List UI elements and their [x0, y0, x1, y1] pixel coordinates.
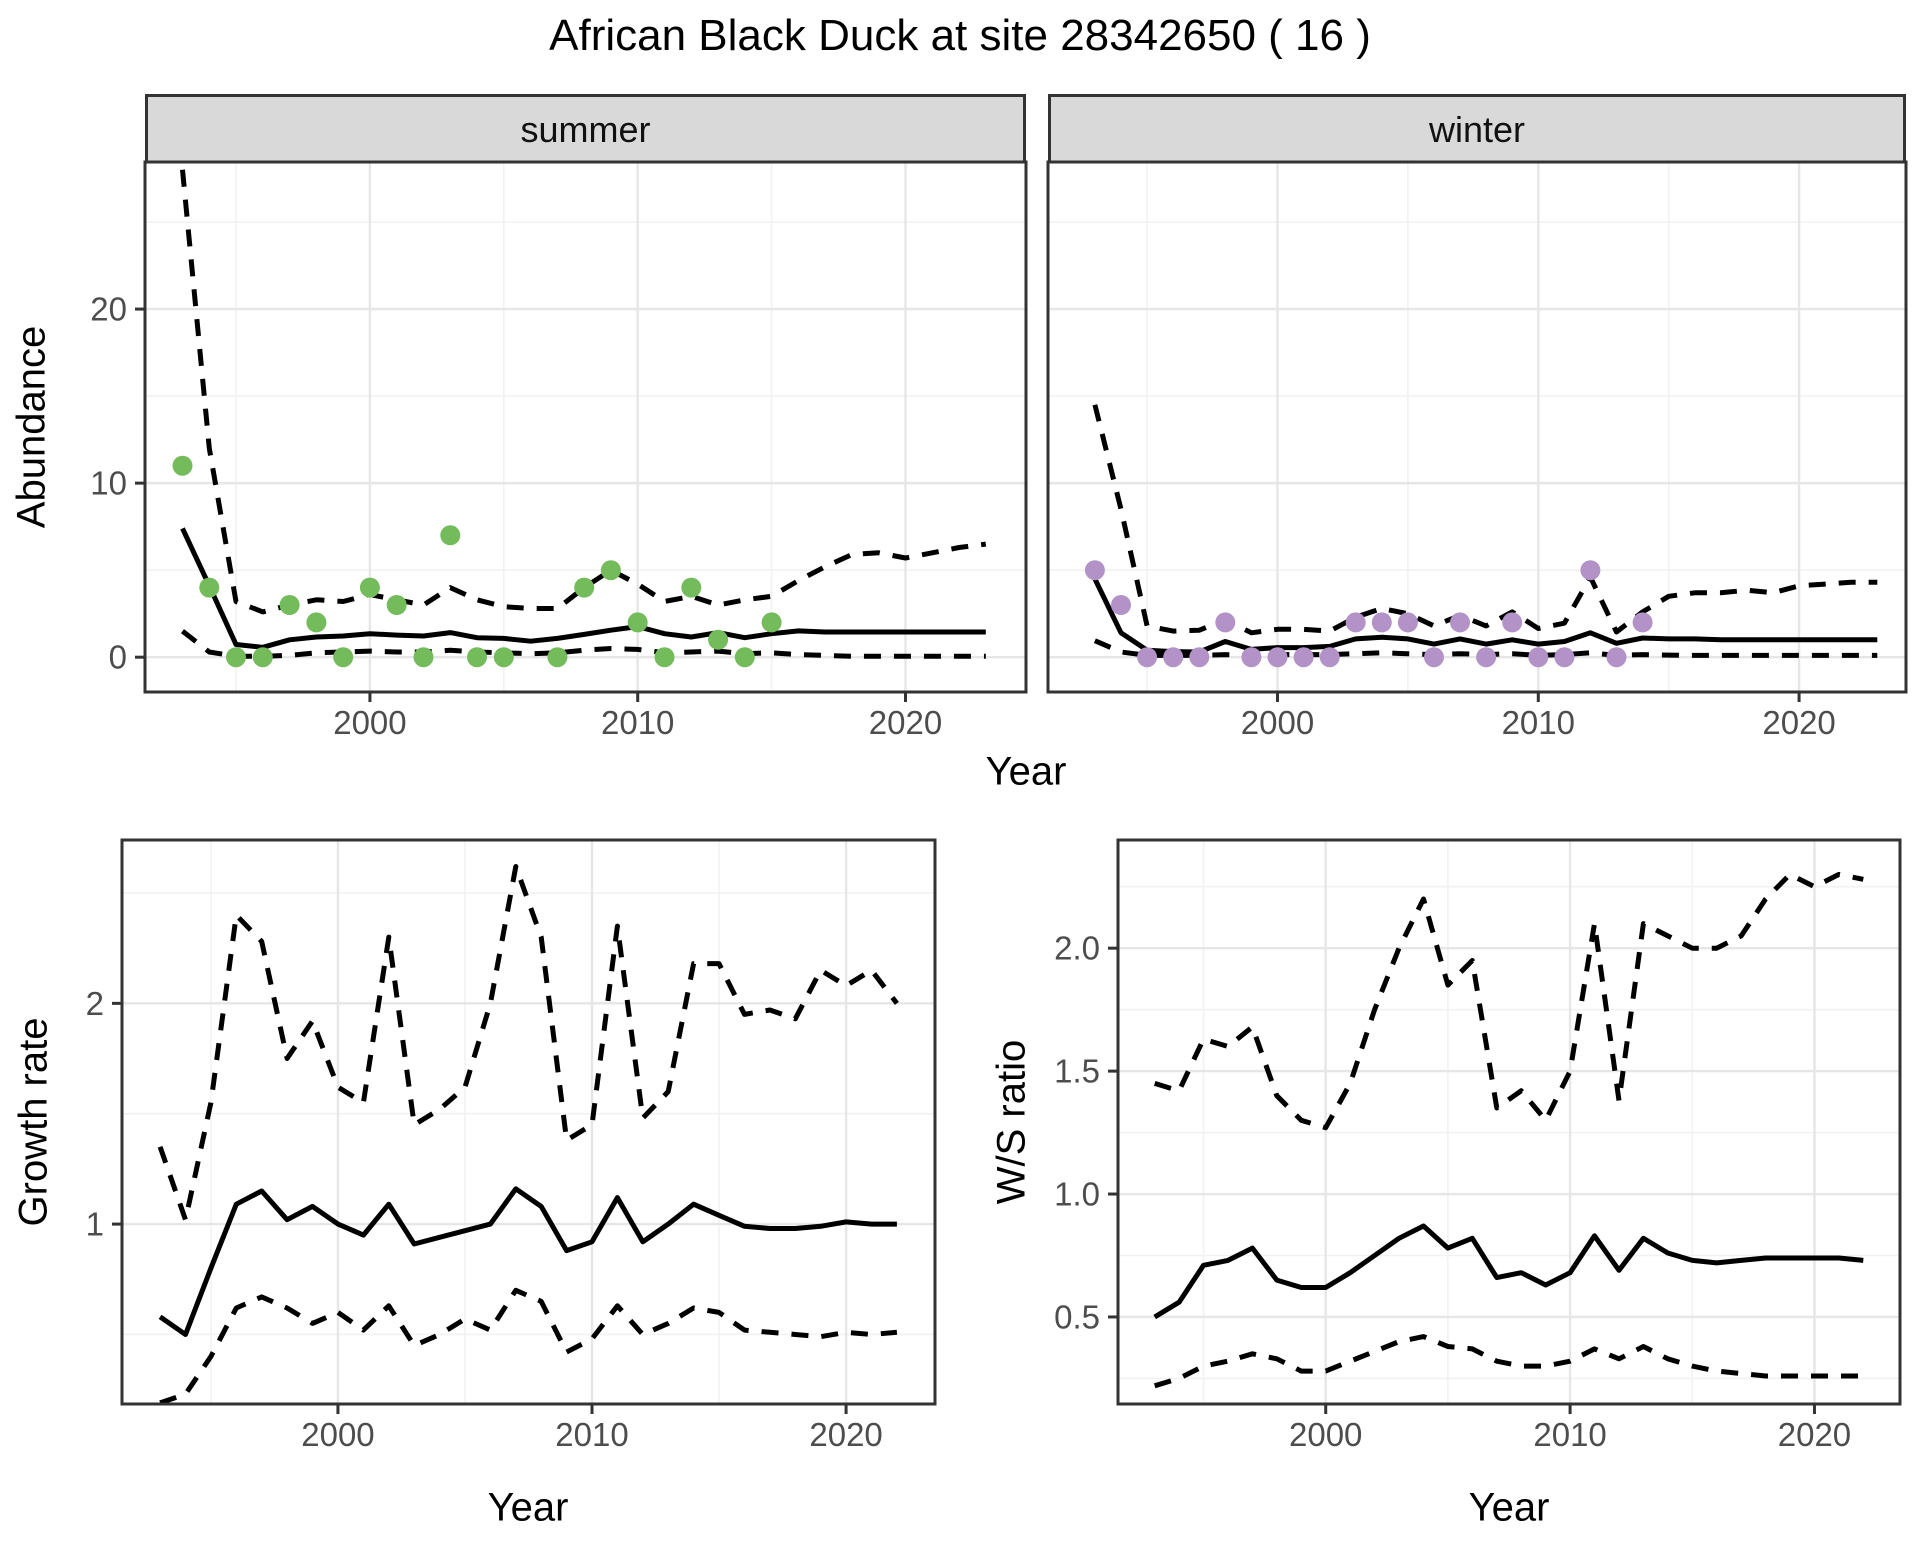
x-tick-label: 2000 — [301, 1416, 374, 1453]
median-line — [158, 1186, 897, 1337]
axis-title-year-bottom-right: Year — [1468, 1485, 1550, 1530]
chart-title: African Black Duck at site 28342650 ( 16… — [549, 11, 1371, 60]
facet-strip-summer: summer — [145, 94, 1026, 165]
panel-summer-bg — [145, 162, 1026, 692]
data-point — [1476, 647, 1497, 668]
data-point — [333, 647, 354, 668]
data-point — [413, 647, 434, 668]
data-point — [654, 647, 675, 668]
data-point — [1293, 647, 1314, 668]
x-tick-label: 2010 — [555, 1416, 628, 1453]
x-tick-label: 2020 — [1778, 1416, 1851, 1453]
data-point — [306, 612, 327, 633]
panel-winter-bg — [1048, 162, 1906, 692]
x-tick-label: 2010 — [1502, 704, 1575, 741]
data-point — [252, 647, 273, 668]
data-point — [440, 525, 461, 546]
axis-title-growth-rate: Growth rate — [11, 1017, 56, 1227]
data-point — [1397, 612, 1418, 633]
data-point — [1371, 612, 1392, 633]
data-point — [467, 647, 487, 668]
data-point — [681, 577, 702, 598]
data-point — [761, 612, 782, 633]
x-tick-label: 2020 — [809, 1416, 882, 1453]
data-point — [1528, 647, 1549, 668]
data-point — [627, 612, 648, 633]
y-tick-label: 1.0 — [1054, 1176, 1100, 1213]
data-point — [1450, 612, 1470, 633]
data-point — [386, 595, 407, 615]
median-line — [1153, 1223, 1864, 1320]
data-point — [172, 455, 193, 476]
data-point — [1424, 647, 1444, 668]
data-point — [1502, 612, 1523, 633]
x-tick-label: 2010 — [601, 704, 674, 741]
data-point — [1580, 560, 1601, 581]
data-point — [708, 629, 729, 650]
axis-title-year-top: Year — [985, 749, 1067, 794]
facet-strip-label: winter — [1428, 108, 1526, 150]
facet-strip-winter: winter — [1048, 94, 1906, 165]
data-point — [1241, 647, 1262, 668]
axis-title-year-bottom-left: Year — [487, 1485, 569, 1530]
data-point — [1163, 647, 1184, 668]
y-tick-label: 1 — [86, 1206, 104, 1243]
panel-growth_rate-bg — [122, 840, 935, 1404]
data-point — [1084, 560, 1105, 581]
data-point — [1189, 647, 1210, 668]
axis-title-abundance: Abundance — [9, 325, 54, 529]
y-tick-label: 2 — [86, 985, 104, 1022]
ci-lower-line — [159, 1287, 898, 1406]
ci-upper-line — [180, 169, 987, 615]
data-point — [1554, 647, 1575, 668]
data-point — [574, 577, 595, 598]
y-tick-label: 1.5 — [1054, 1053, 1100, 1090]
data-point — [359, 577, 380, 598]
data-point — [1345, 612, 1366, 633]
panel-ws_ratio-border — [1116, 838, 1902, 1406]
panel-summer-border — [143, 160, 1028, 694]
y-tick-label: 20 — [90, 291, 127, 328]
axis-title-ws-ratio: W/S ratio — [989, 1039, 1034, 1205]
x-tick-label: 2010 — [1533, 1416, 1606, 1453]
data-point — [1215, 612, 1236, 633]
data-point — [1319, 647, 1340, 668]
data-point — [279, 595, 300, 615]
median-line — [1092, 577, 1878, 655]
data-point — [199, 577, 220, 598]
x-tick-label: 2000 — [1289, 1416, 1362, 1453]
data-point — [1632, 612, 1653, 633]
data-point — [1606, 647, 1627, 668]
data-point — [1267, 647, 1288, 668]
y-tick-label: 0 — [109, 639, 127, 676]
data-point — [493, 647, 514, 668]
x-tick-label: 2000 — [333, 704, 406, 741]
data-point — [734, 647, 755, 668]
median-line — [180, 527, 986, 650]
data-point — [1137, 647, 1158, 668]
y-tick-label: 10 — [90, 465, 127, 502]
panel-winter-border — [1046, 160, 1908, 694]
ci-lower-line — [1153, 1334, 1864, 1389]
data-point — [1111, 595, 1131, 615]
x-tick-label: 2020 — [1762, 704, 1835, 741]
y-tick-label: 2.0 — [1054, 930, 1100, 967]
facet-strip-label: summer — [520, 108, 651, 150]
ci-upper-line — [157, 864, 899, 1223]
y-tick-label: 0.5 — [1054, 1299, 1100, 1336]
data-point — [226, 647, 246, 668]
panel-growth_rate-border — [120, 838, 937, 1406]
ci-upper-line — [1153, 871, 1864, 1131]
data-point — [547, 647, 568, 668]
x-tick-label: 2020 — [869, 704, 942, 741]
panel-ws_ratio-bg — [1118, 840, 1900, 1404]
data-point — [600, 560, 621, 581]
x-tick-label: 2000 — [1241, 704, 1314, 741]
